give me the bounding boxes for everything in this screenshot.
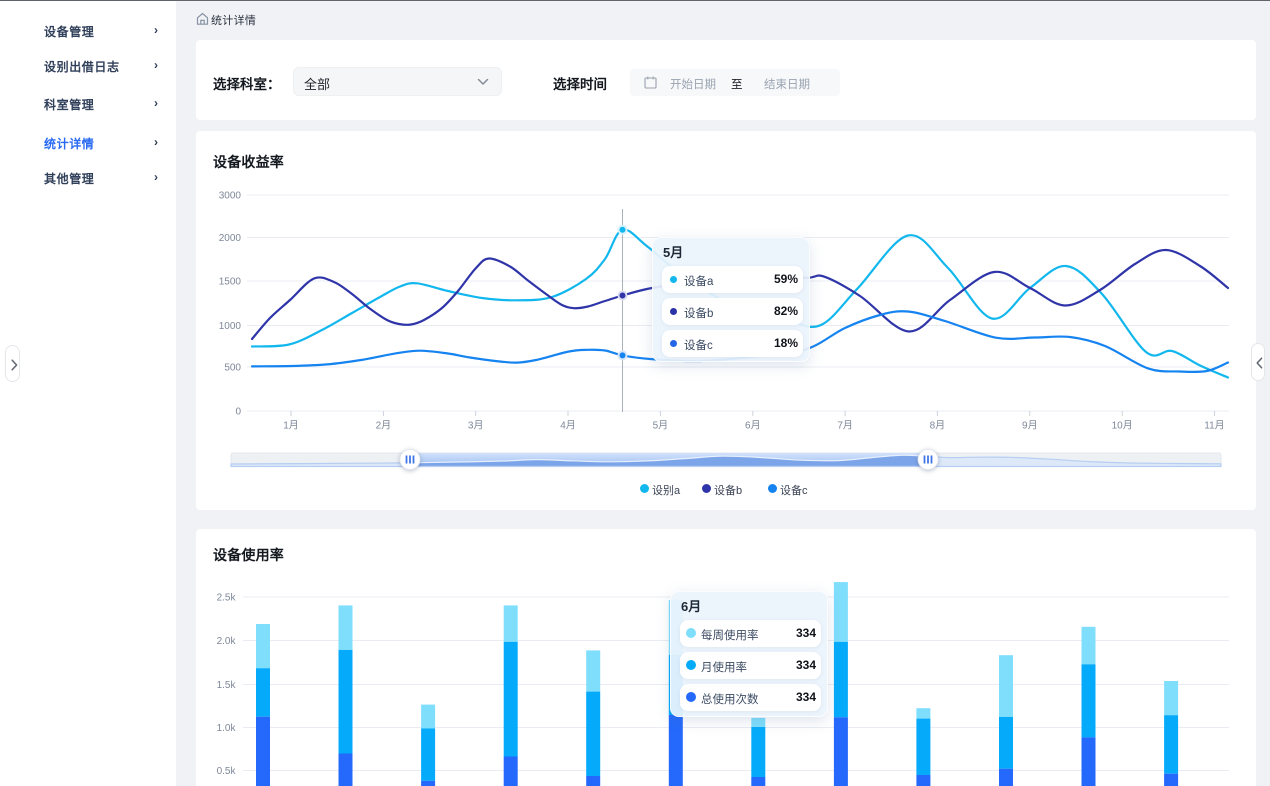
svg-text:2月: 2月 (376, 420, 392, 432)
svg-text:6月: 6月 (745, 420, 761, 432)
svg-text:9月: 9月 (1022, 420, 1038, 432)
svg-text:8月: 8月 (930, 420, 946, 432)
svg-text:0.5k: 0.5k (217, 766, 237, 777)
svg-text:1月: 1月 (283, 420, 299, 432)
svg-text:7月: 7月 (837, 420, 853, 432)
svg-text:4月: 4月 (560, 420, 576, 432)
svg-text:3月: 3月 (468, 420, 484, 432)
svg-text:11月: 11月 (1204, 420, 1224, 432)
svg-text:3000: 3000 (219, 191, 242, 202)
svg-text:10月: 10月 (1112, 420, 1133, 432)
svg-text:500: 500 (224, 363, 241, 374)
svg-text:2.0k: 2.0k (217, 636, 237, 647)
svg-text:2.5k: 2.5k (217, 593, 237, 604)
svg-text:5月: 5月 (653, 420, 669, 432)
svg-text:1.0k: 1.0k (217, 723, 237, 734)
svg-text:1000: 1000 (219, 321, 242, 332)
svg-text:0: 0 (235, 407, 241, 418)
svg-text:1.5k: 1.5k (217, 680, 237, 691)
svg-text:2000: 2000 (219, 233, 242, 244)
svg-text:1500: 1500 (219, 277, 242, 288)
